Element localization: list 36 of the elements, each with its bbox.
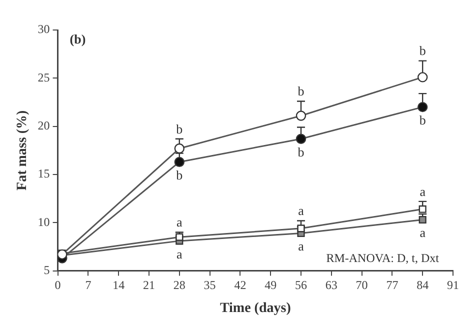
x-tick-label: 63 bbox=[325, 278, 338, 292]
x-tick-label: 14 bbox=[112, 278, 125, 292]
annotation: b bbox=[298, 144, 304, 160]
x-tick-label: 49 bbox=[264, 278, 277, 292]
x-tick-label: 84 bbox=[416, 278, 429, 292]
annotation: b bbox=[176, 121, 183, 136]
annotation: RM-ANOVA: D, t, Dxt bbox=[326, 250, 440, 265]
x-tick-label: 35 bbox=[204, 278, 216, 292]
y-tick-label: 20 bbox=[38, 118, 50, 132]
y-tick-label: 5 bbox=[44, 262, 50, 277]
annotation: a bbox=[420, 184, 426, 199]
x-tick-label: 7 bbox=[85, 278, 92, 292]
annotation: b bbox=[419, 112, 426, 128]
annotation: (b) bbox=[70, 31, 86, 46]
annotation: b bbox=[419, 43, 426, 58]
annotation: b bbox=[176, 167, 183, 182]
x-tick-label: 0 bbox=[54, 278, 61, 292]
y-axis-title: Fat mass (%) bbox=[15, 110, 30, 190]
x-tick-label: 42 bbox=[234, 278, 246, 292]
y-tick-label: 30 bbox=[38, 22, 50, 36]
x-tick-label: 28 bbox=[173, 278, 186, 292]
y-tick-label: 25 bbox=[38, 70, 50, 84]
x-tick-label: 70 bbox=[356, 278, 368, 292]
x-axis-title: Time (days) bbox=[220, 301, 292, 316]
annotation: b bbox=[298, 84, 304, 99]
x-tick-label: 77 bbox=[386, 278, 398, 292]
y-tick-label: 15 bbox=[38, 166, 50, 181]
x-tick-label: 91 bbox=[447, 278, 459, 292]
annotation: a bbox=[420, 225, 426, 240]
annotation: a bbox=[298, 203, 304, 218]
annotation: a bbox=[176, 214, 183, 230]
annotation: a bbox=[298, 238, 304, 254]
annotation: a bbox=[176, 246, 183, 262]
x-tick-label: 21 bbox=[143, 278, 155, 292]
x-tick-label: 56 bbox=[295, 278, 307, 292]
y-tick-label: 10 bbox=[38, 214, 50, 229]
